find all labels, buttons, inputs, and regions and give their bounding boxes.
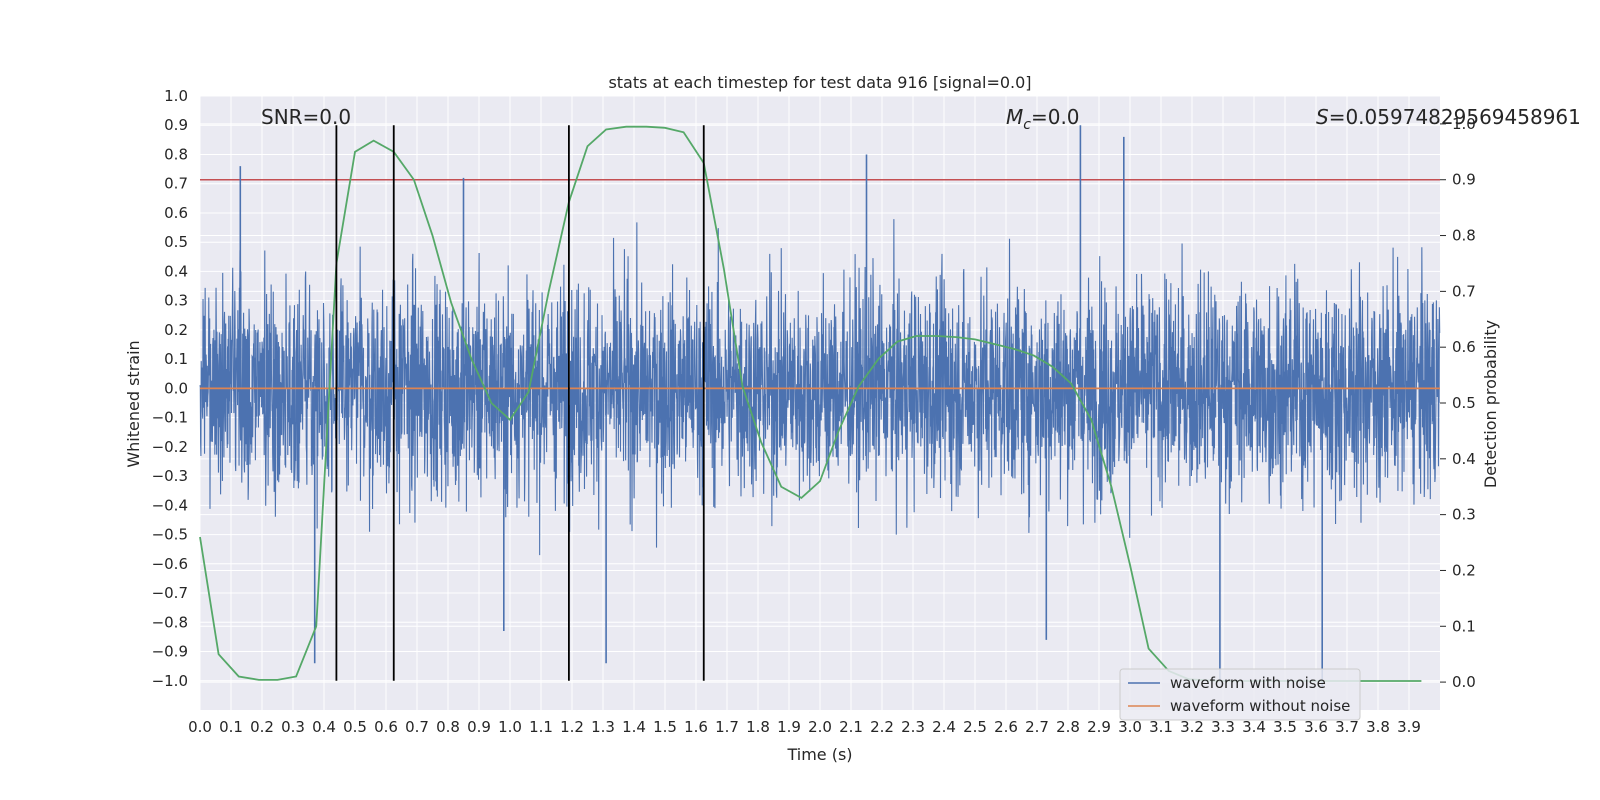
snr-annotation: SNR=0.0 — [261, 105, 351, 129]
x-tick-label: 1.0 — [498, 718, 522, 736]
x-tick-label: 0.5 — [343, 718, 367, 736]
y-right-tick-label: 0.6 — [1452, 338, 1476, 356]
y-tick-label: 1.0 — [164, 87, 188, 105]
x-tick-label: 1.3 — [591, 718, 615, 736]
y-tick-label: 0.0 — [164, 379, 188, 397]
x-tick-label: 2.8 — [1056, 718, 1080, 736]
x-tick-label: 2.2 — [870, 718, 894, 736]
x-tick-label: 2.9 — [1087, 718, 1111, 736]
x-tick-label: 1.5 — [653, 718, 677, 736]
y-axis-ticks: −1.0 −0.9 −0.8 −0.7 −0.6 −0.5 −0.4 −0.3 −0.2 −0.1… — [152, 87, 188, 690]
legend-label-clean: waveform without noise — [1170, 697, 1350, 715]
x-tick-label: 1.9 — [777, 718, 801, 736]
legend-label-noise: waveform with noise — [1170, 674, 1326, 692]
x-tick-label: 2.4 — [932, 718, 956, 736]
y-right-tick-label: 0.1 — [1452, 617, 1476, 635]
y-tick-label: 0.9 — [164, 116, 188, 134]
y-right-tick-label: 0.4 — [1452, 450, 1476, 468]
x-tick-label: 3.0 — [1118, 718, 1142, 736]
chirp-mass-symbol: M — [1006, 105, 1023, 129]
x-tick-label: 3.4 — [1242, 718, 1266, 736]
x-tick-label: 0.6 — [374, 718, 398, 736]
y-right-tick-label: 0.7 — [1452, 282, 1476, 300]
s-value: =0.05974829569458961 — [1329, 105, 1581, 129]
y-right-axis-ticks: 0.0 0.1 0.2 0.3 0.4 0.5 0.6 0.7 0.8 0.9 1.0 — [1440, 115, 1476, 691]
x-tick-label: 0.4 — [312, 718, 336, 736]
y-tick-label: 0.2 — [164, 321, 188, 339]
y-tick-label: −0.1 — [152, 409, 188, 427]
y-tick-label: 0.4 — [164, 262, 188, 280]
y-right-tick-label: 0.2 — [1452, 561, 1476, 579]
y-axis-label: Whitened strain — [124, 340, 143, 467]
x-tick-label: 3.5 — [1273, 718, 1297, 736]
series-waveform-with-noise — [199, 125, 1441, 687]
y-tick-label: −0.3 — [152, 467, 188, 485]
x-tick-label: 0.2 — [250, 718, 274, 736]
y-right-tick-label: 0.9 — [1452, 171, 1476, 189]
x-tick-label: 0.7 — [405, 718, 429, 736]
y-tick-label: −0.5 — [152, 526, 188, 544]
y-right-tick-label: 0.0 — [1452, 673, 1476, 691]
y-tick-label: 0.1 — [164, 350, 188, 368]
x-tick-label: 2.5 — [963, 718, 987, 736]
x-tick-label: 3.8 — [1366, 718, 1390, 736]
x-tick-label: 1.4 — [622, 718, 646, 736]
s-symbol: S — [1316, 105, 1329, 129]
x-tick-label: 2.7 — [1025, 718, 1049, 736]
x-tick-label: 2.1 — [839, 718, 863, 736]
legend-box — [1119, 668, 1361, 721]
x-tick-label: 2.6 — [994, 718, 1018, 736]
x-tick-label: 0.9 — [467, 718, 491, 736]
x-tick-label: 3.6 — [1304, 718, 1328, 736]
x-tick-label: 0.3 — [281, 718, 305, 736]
x-tick-label: 3.2 — [1180, 718, 1204, 736]
x-tick-label: 1.7 — [715, 718, 739, 736]
x-tick-label: 2.0 — [808, 718, 832, 736]
s-annotation: S=0.05974829569458961 — [1316, 105, 1581, 129]
x-tick-label: 1.8 — [746, 718, 770, 736]
y-right-tick-label: 0.5 — [1452, 394, 1476, 412]
y-tick-label: 0.8 — [164, 145, 188, 163]
x-tick-label: 0.1 — [219, 718, 243, 736]
y-tick-label: −0.9 — [152, 643, 188, 661]
x-tick-label: 1.6 — [684, 718, 708, 736]
y-tick-label: −1.0 — [152, 672, 188, 690]
x-tick-label: 2.3 — [901, 718, 925, 736]
y-tick-label: 0.5 — [164, 233, 188, 251]
chirp-mass-subscript: c — [1023, 117, 1031, 133]
y-tick-label: −0.4 — [152, 496, 188, 514]
y-tick-label: 0.7 — [164, 175, 188, 193]
y-right-tick-label: 0.8 — [1452, 227, 1476, 245]
y-tick-label: 0.6 — [164, 204, 188, 222]
x-tick-label: 3.3 — [1211, 718, 1235, 736]
y-tick-label: −0.7 — [152, 584, 188, 602]
legend: waveform with noise waveform without noi… — [1119, 668, 1361, 721]
x-tick-label: 0.0 — [188, 718, 212, 736]
chart-title: stats at each timestep for test data 916… — [608, 73, 1031, 92]
x-axis-label: Time (s) — [786, 745, 852, 764]
marker-lines — [335, 125, 705, 681]
x-tick-label: 3.9 — [1397, 718, 1421, 736]
x-tick-label: 1.1 — [529, 718, 553, 736]
y-tick-label: −0.2 — [152, 438, 188, 456]
chirp-mass-value: =0.0 — [1031, 105, 1080, 129]
y-right-axis-label: Detection probability — [1481, 320, 1500, 488]
y-tick-label: −0.6 — [152, 555, 188, 573]
noise-trace — [199, 219, 1441, 556]
x-tick-label: 3.7 — [1335, 718, 1359, 736]
x-axis-ticks: 0.0 0.1 0.2 0.3 0.4 0.5 0.6 0.7 0.8 0.9 1.0 1.1 1.2 1… — [188, 718, 1421, 736]
y-tick-label: 0.3 — [164, 292, 188, 310]
x-tick-label: 3.1 — [1149, 718, 1173, 736]
x-tick-label: 1.2 — [560, 718, 584, 736]
x-tick-label: 0.8 — [436, 718, 460, 736]
chirp-mass-annotation: Mc=0.0 — [1006, 105, 1080, 133]
y-tick-label: −0.8 — [152, 613, 188, 631]
y-right-tick-label: 1.0 — [1452, 115, 1476, 133]
y-right-tick-label: 0.3 — [1452, 506, 1476, 524]
